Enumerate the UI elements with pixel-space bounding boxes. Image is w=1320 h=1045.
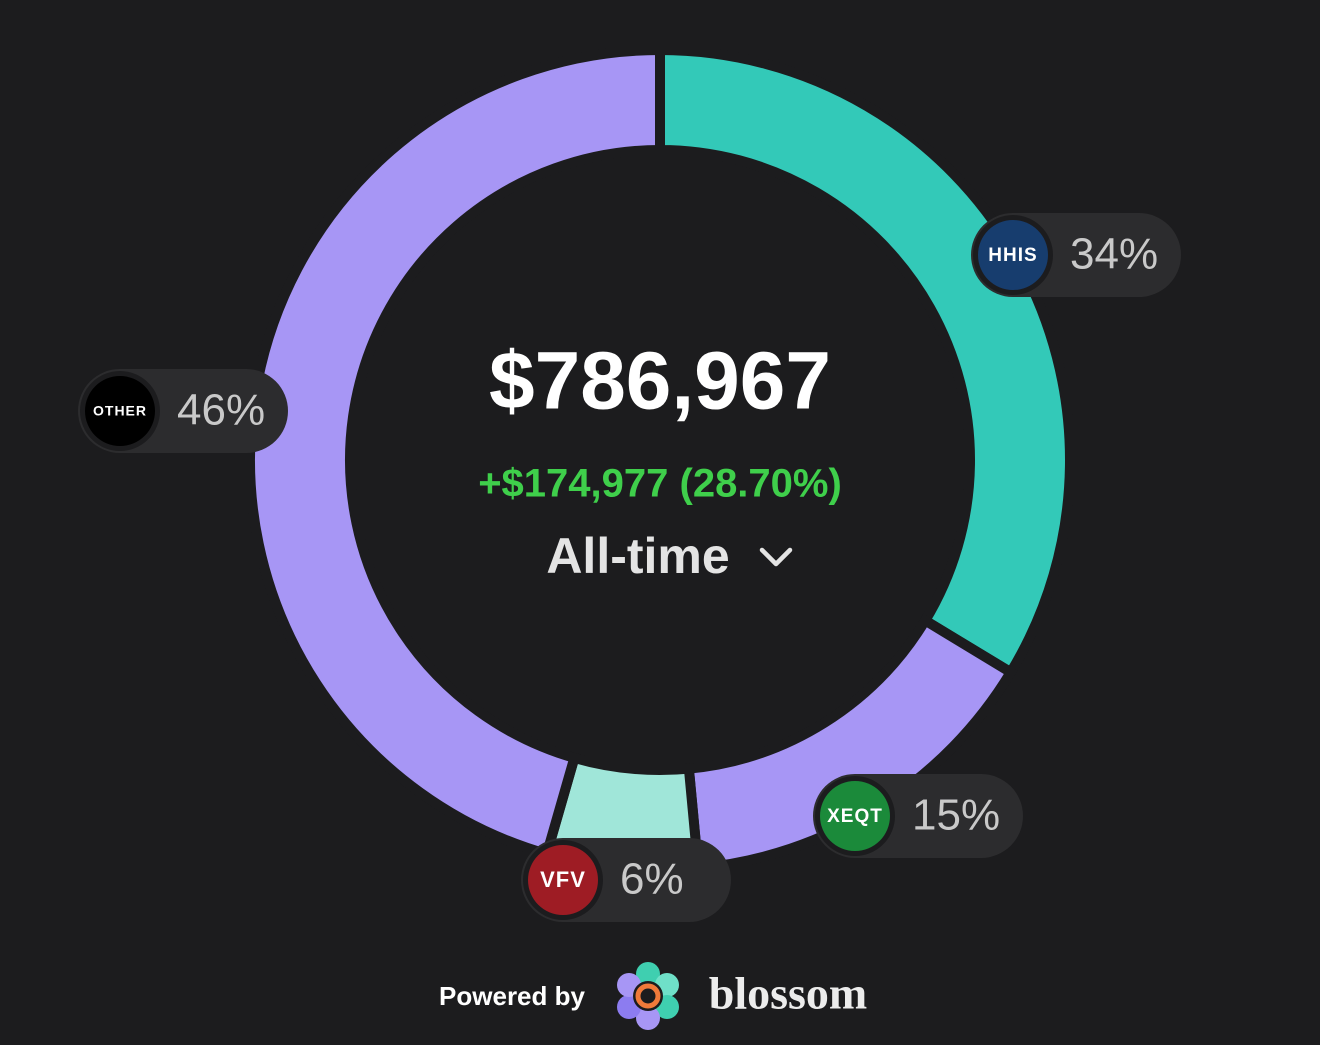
ticker-badge	[85, 376, 155, 446]
total-value: $786,967	[489, 336, 831, 427]
ticker-label: OTHER	[93, 403, 147, 419]
ticker-label: XEQT	[827, 806, 883, 827]
donut	[245, 44, 1075, 875]
brand-logo	[617, 962, 679, 1030]
donut-segment	[655, 44, 1075, 680]
ticker-badge	[528, 845, 598, 915]
percent-label: 34%	[1070, 230, 1158, 279]
powered-by: Powered by	[439, 981, 585, 1011]
ticker-label: HHIS	[988, 245, 1037, 266]
brand-name: blossom	[709, 968, 867, 1019]
labels: HHIS 34% XEQT 15% VFV 6% OTHER 46%	[78, 213, 1181, 922]
ticker-badge	[978, 220, 1048, 290]
period-selector[interactable]: All-time	[546, 528, 793, 584]
ticker-badge	[820, 781, 890, 851]
donut-segment	[245, 44, 665, 861]
change-value: +$174,977 (28.70%)	[478, 462, 842, 506]
percent-label: 46%	[177, 386, 265, 435]
chevron[interactable]	[759, 547, 793, 567]
percent-label: 6%	[620, 855, 684, 904]
percent-label: 15%	[912, 791, 1000, 840]
ticker-label: VFV	[540, 867, 586, 892]
period-label[interactable]: All-time	[546, 528, 729, 584]
